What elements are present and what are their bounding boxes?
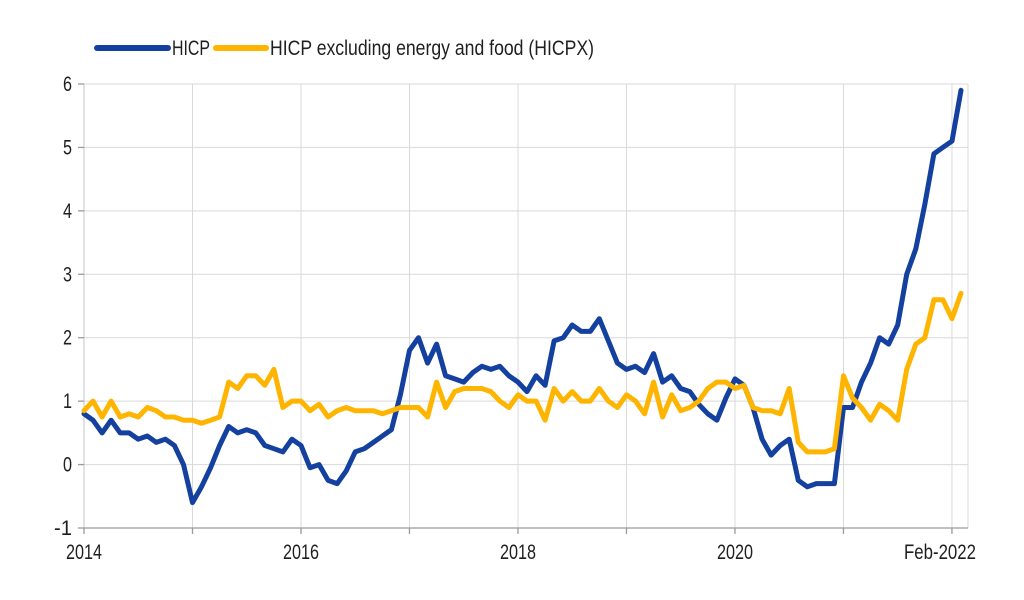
y-tick-label: 5 <box>63 136 72 159</box>
x-tick-label: 2016 <box>283 541 319 564</box>
y-tick-label: 4 <box>63 200 72 223</box>
x-tick-label: Feb-2022 <box>904 541 976 564</box>
y-tick-label: -1 <box>54 517 72 540</box>
gridlines <box>84 83 969 528</box>
x-tick-label: 2020 <box>717 541 753 564</box>
axes <box>78 83 968 534</box>
series-lines <box>81 87 964 506</box>
y-tick-label: 1 <box>63 390 72 413</box>
hicpx-line <box>81 290 964 455</box>
y-tick-label: 0 <box>63 454 72 477</box>
x-tick-label: 2018 <box>500 541 536 564</box>
hicp-line <box>81 87 964 506</box>
legend-label-hicpx: HICP excluding energy and food (HICPX) <box>270 37 594 60</box>
legend: HICP HICP excluding energy and food (HIC… <box>94 37 594 60</box>
x-tick-label: 2014 <box>66 541 102 564</box>
legend-label-hicp: HICP <box>172 37 210 60</box>
axis-labels: -1 0 1 2 3 4 5 6 2014 2016 2018 2020 Feb-2022 <box>54 73 976 564</box>
y-tick-label: 3 <box>63 263 72 286</box>
y-tick-label: 6 <box>63 73 72 96</box>
y-tick-label: 2 <box>63 327 72 350</box>
